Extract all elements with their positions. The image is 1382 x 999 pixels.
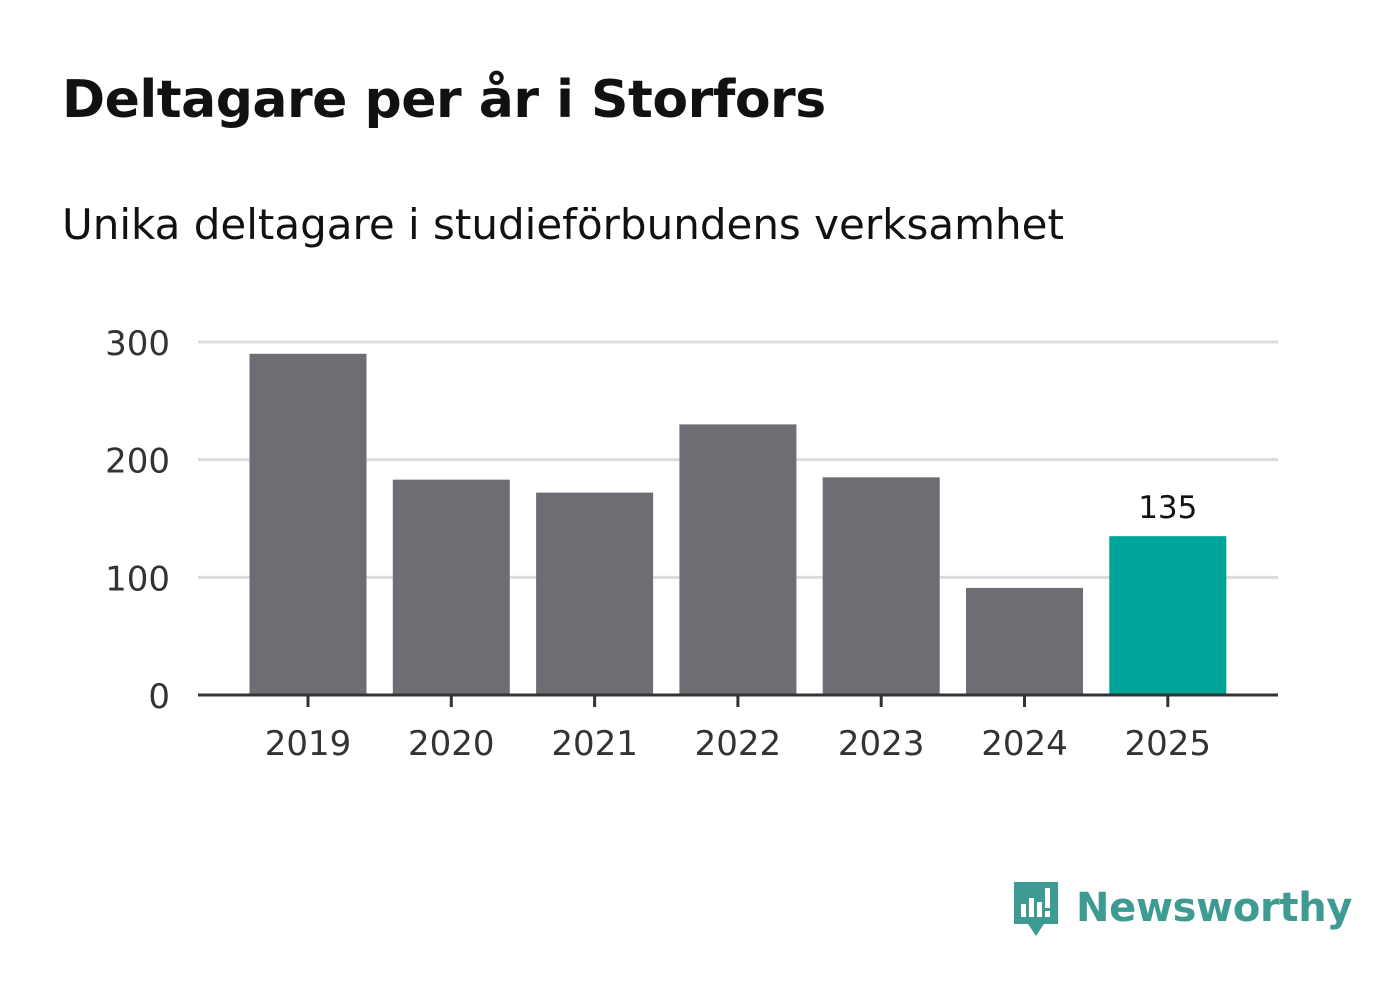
bar-2022	[679, 424, 797, 695]
x-tick-label: 2024	[981, 724, 1068, 764]
bar-2021	[536, 492, 654, 695]
x-tick-label: 2022	[695, 724, 782, 764]
x-tick-label: 2023	[838, 724, 925, 764]
brand: Newsworthy	[1010, 878, 1353, 938]
x-tick-label: 2021	[551, 724, 638, 764]
y-tick-label: 300	[105, 324, 170, 364]
brand-name: Newsworthy	[1076, 885, 1353, 931]
data-labels: 135	[1138, 490, 1197, 526]
bar-2020	[392, 479, 510, 695]
y-axis-ticks: 0 100 200 300	[105, 324, 170, 717]
data-label: 135	[1138, 490, 1197, 526]
bar-2025	[1109, 536, 1227, 695]
bar-2023	[822, 477, 940, 695]
bar-2019	[249, 353, 367, 695]
newsworthy-logo-icon	[1014, 882, 1058, 936]
y-tick-label: 0	[148, 677, 170, 717]
x-tick-label: 2025	[1125, 724, 1212, 764]
x-tick-label: 2019	[265, 724, 352, 764]
bars	[249, 353, 1227, 695]
y-tick-label: 200	[105, 442, 170, 482]
chart-title: Deltagare per år i Storfors	[62, 70, 826, 130]
x-tick-label: 2020	[408, 724, 495, 764]
chart-subtitle: Unika deltagare i studieförbundens verks…	[62, 200, 1064, 249]
bar-2024	[966, 587, 1083, 695]
y-tick-label: 100	[105, 559, 170, 599]
x-axis-ticks: 2019 2020 2021 2022 2023 2024 2025	[265, 695, 1211, 764]
